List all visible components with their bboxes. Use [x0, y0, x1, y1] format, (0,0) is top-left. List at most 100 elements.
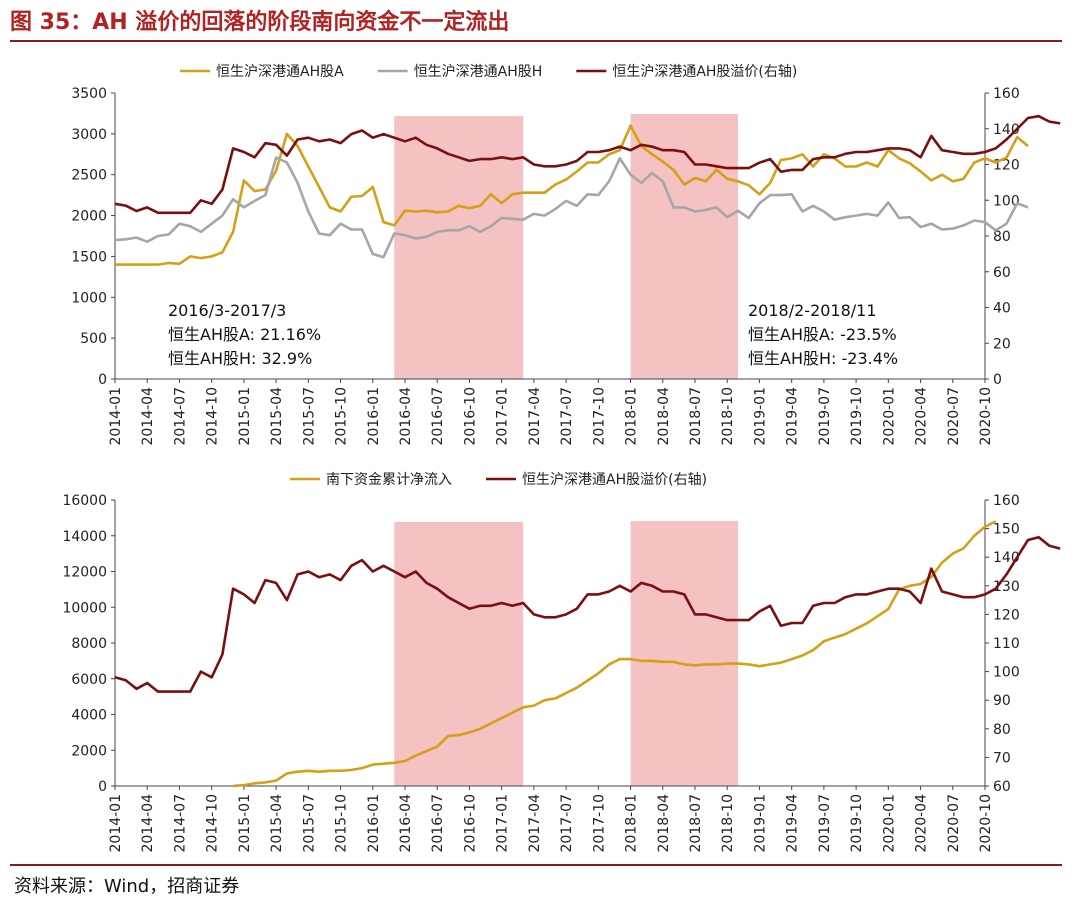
annotation-period-left: 2016/3-2017/3: [168, 301, 286, 320]
right-tick-label: 20: [993, 336, 1011, 352]
x-tick-label: 2015-07: [301, 794, 317, 853]
shaded-period-1: [394, 116, 524, 379]
right-tick-label: 60: [993, 265, 1011, 281]
left-tick-label: 0: [98, 372, 107, 388]
x-tick-label: 2020-07: [946, 794, 962, 853]
right-tick-label: 150: [993, 522, 1020, 538]
x-tick-label: 2015-10: [334, 387, 350, 446]
x-tick-label: 2014-10: [205, 794, 221, 853]
x-tick-label: 2015-04: [269, 794, 285, 853]
x-tick-label: 2019-01: [752, 387, 768, 446]
x-tick-label: 2014-01: [108, 387, 124, 446]
x-tick-label: 2016-04: [398, 794, 414, 853]
x-tick-label: 2017-01: [495, 387, 511, 446]
x-tick-label: 2020-01: [881, 387, 897, 446]
left-tick-label: 2500: [71, 168, 107, 184]
legend-label-3: 恒生沪深港通AH股溢价(右轴): [612, 64, 797, 80]
x-tick-label: 2018-07: [688, 794, 704, 853]
series-line-1: [115, 124, 1029, 266]
right-tick-label: 70: [993, 750, 1011, 766]
series-line-2: [114, 535, 1061, 693]
annotation-a-left: 恒生AH股A: 21.16%: [168, 325, 321, 344]
x-tick-label: 2015-10: [334, 794, 350, 853]
left-tick-label: 14000: [62, 529, 107, 545]
left-tick-label: 3000: [71, 127, 107, 143]
right-tick-label: 40: [993, 301, 1011, 317]
x-tick-label: 2020-04: [914, 387, 930, 446]
figure-title: 图 35：AH 溢价的回落的阶段南向资金不一定流出: [10, 10, 510, 35]
x-tick-label: 2019-07: [817, 387, 833, 446]
right-tick-label: 100: [993, 665, 1020, 681]
left-tick-label: 4000: [71, 708, 107, 724]
series-line-2: [114, 156, 1029, 259]
shaded-period-1: [394, 522, 524, 786]
series-line-3: [114, 114, 1061, 215]
left-tick-label: 10000: [62, 600, 107, 616]
left-tick-label: 8000: [71, 636, 107, 652]
x-tick-label: 2018-10: [720, 794, 736, 853]
x-tick-label: 2017-07: [559, 387, 575, 446]
x-tick-label: 2018-10: [720, 387, 736, 446]
x-tick-label: 2019-04: [785, 794, 801, 853]
x-tick-label: 2020-01: [881, 794, 897, 853]
x-tick-label: 2017-10: [591, 387, 607, 446]
x-tick-label: 2019-07: [817, 794, 833, 853]
right-tick-label: 60: [993, 779, 1011, 795]
x-tick-label: 2018-07: [688, 387, 704, 446]
left-tick-label: 2000: [71, 743, 107, 759]
right-tick-label: 120: [993, 607, 1020, 623]
x-tick-label: 2020-10: [978, 794, 994, 853]
x-tick-label: 2018-04: [656, 387, 672, 446]
right-tick-label: 80: [993, 229, 1011, 245]
x-tick-label: 2015-07: [301, 387, 317, 446]
right-tick-label: 160: [993, 493, 1020, 509]
left-tick-label: 2000: [71, 209, 107, 225]
legend-label-2: 恒生沪深港通AH股溢价(右轴): [522, 472, 707, 488]
x-tick-label: 2018-01: [624, 794, 640, 853]
right-tick-label: 110: [993, 636, 1020, 652]
right-tick-label: 100: [993, 193, 1020, 209]
x-tick-label: 2019-01: [752, 794, 768, 853]
x-tick-label: 2014-07: [172, 794, 188, 853]
title-divider: [10, 40, 1062, 42]
x-tick-label: 2015-04: [269, 387, 285, 446]
x-tick-label: 2014-04: [140, 387, 156, 446]
legend-label-1: 恒生沪深港通AH股A: [216, 64, 344, 80]
left-tick-label: 16000: [62, 493, 107, 509]
right-tick-label: 0: [993, 372, 1002, 388]
right-tick-label: 160: [993, 86, 1020, 102]
left-tick-label: 3500: [71, 86, 107, 102]
x-tick-label: 2016-10: [462, 387, 478, 446]
right-tick-label: 90: [993, 693, 1011, 709]
x-tick-label: 2015-01: [237, 387, 253, 446]
x-tick-label: 2017-10: [591, 794, 607, 853]
x-tick-label: 2014-04: [140, 794, 156, 853]
legend-label-1: 南下资金累计净流入: [326, 472, 452, 488]
x-tick-label: 2015-01: [237, 794, 253, 853]
shaded-period-2: [630, 521, 738, 786]
x-tick-label: 2016-07: [430, 387, 446, 446]
annotation-period-right: 2018/2-2018/11: [748, 301, 877, 320]
footer-divider: [10, 864, 1062, 866]
shaded-period-2: [630, 114, 738, 379]
x-tick-label: 2020-07: [946, 387, 962, 446]
x-tick-label: 2020-10: [978, 387, 994, 446]
x-tick-label: 2016-01: [366, 794, 382, 853]
x-tick-label: 2017-01: [495, 794, 511, 853]
left-tick-label: 12000: [62, 565, 107, 581]
x-tick-label: 2014-01: [108, 794, 124, 853]
x-tick-label: 2019-10: [849, 387, 865, 446]
right-tick-label: 120: [993, 158, 1020, 174]
x-tick-label: 2020-04: [914, 794, 930, 853]
left-tick-label: 6000: [71, 672, 107, 688]
legend-label-2: 恒生沪深港通AH股H: [414, 64, 543, 80]
left-tick-label: 500: [80, 331, 107, 347]
series-line-1: [232, 520, 997, 788]
annotation-a-right: 恒生AH股A: -23.5%: [748, 325, 897, 344]
chart-southbound-flow: 0 2000 4000 6000 8000 10000 12000 14000 16000 60 7…: [62, 472, 1061, 853]
right-tick-label: 80: [993, 722, 1011, 738]
source-note: 资料来源：Wind，招商证券: [14, 876, 240, 897]
x-tick-label: 2016-04: [398, 387, 414, 446]
x-tick-label: 2016-07: [430, 794, 446, 853]
annotation-h-left: 恒生AH股H: 32.9%: [168, 349, 312, 368]
